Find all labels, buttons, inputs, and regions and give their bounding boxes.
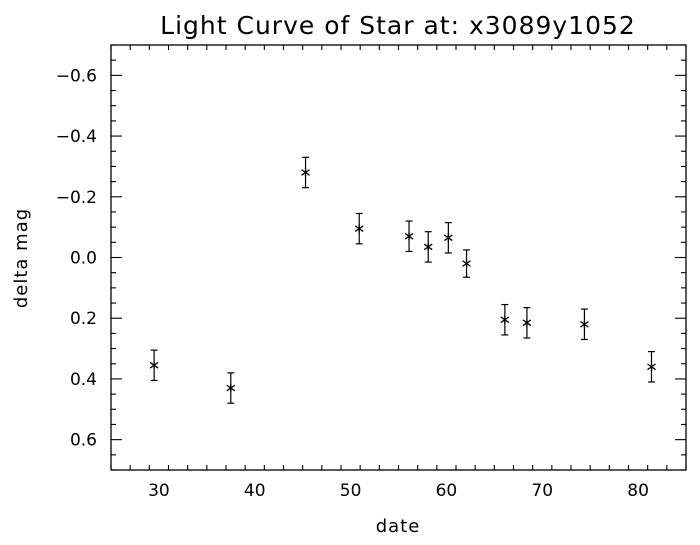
y-tick-label: −0.4 bbox=[56, 127, 97, 147]
asterisk-marker bbox=[443, 234, 453, 242]
y-axis-ticks: −0.6 −0.4 −0.2 0.0 0.2 0.4 0.6 bbox=[56, 44, 686, 471]
asterisk-marker bbox=[301, 169, 310, 176]
data-point bbox=[149, 349, 159, 382]
data-point bbox=[462, 249, 471, 278]
y-axis-label: delta mag bbox=[11, 208, 32, 308]
data-point bbox=[404, 220, 414, 253]
asterisk-marker bbox=[149, 361, 159, 369]
data-points bbox=[149, 156, 656, 404]
asterisk-marker bbox=[462, 260, 471, 267]
data-point bbox=[443, 221, 453, 254]
x-tick-label: 30 bbox=[148, 481, 170, 501]
data-point bbox=[423, 231, 433, 263]
data-point bbox=[500, 303, 510, 336]
y-tick-label: 0.4 bbox=[70, 370, 97, 390]
data-point bbox=[522, 306, 532, 339]
x-tick-label: 40 bbox=[244, 481, 266, 501]
asterisk-marker bbox=[647, 363, 656, 371]
y-tick-label: −0.2 bbox=[56, 188, 97, 208]
x-tick-label: 60 bbox=[436, 481, 458, 501]
asterisk-marker bbox=[522, 319, 532, 327]
data-point bbox=[226, 372, 236, 404]
asterisk-marker bbox=[404, 232, 414, 240]
plot-frame bbox=[110, 44, 687, 471]
x-tick-label: 70 bbox=[531, 481, 553, 501]
y-tick-label: −0.6 bbox=[56, 66, 97, 86]
x-axis-label: date bbox=[376, 516, 421, 537]
asterisk-marker bbox=[580, 320, 589, 328]
x-axis-ticks: 30 40 50 60 70 80 bbox=[110, 45, 687, 501]
data-point bbox=[301, 156, 310, 189]
asterisk-marker bbox=[354, 225, 364, 232]
chart-title: Light Curve of Star at: x3089y1052 bbox=[160, 11, 636, 40]
y-tick-label: 0.0 bbox=[70, 249, 97, 269]
x-tick-label: 50 bbox=[340, 481, 362, 501]
y-tick-label: 0.2 bbox=[70, 309, 97, 329]
data-point bbox=[580, 308, 589, 341]
plot-axes bbox=[110, 44, 687, 471]
asterisk-marker bbox=[423, 243, 433, 251]
data-point bbox=[354, 212, 364, 245]
data-point bbox=[647, 351, 656, 383]
y-tick-label: 0.6 bbox=[70, 431, 97, 451]
x-tick-label: 80 bbox=[627, 481, 649, 501]
asterisk-marker bbox=[226, 384, 236, 392]
asterisk-marker bbox=[500, 316, 510, 324]
